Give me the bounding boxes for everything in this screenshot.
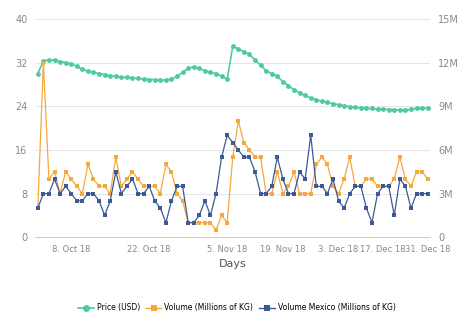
Legend: Price (USD), Volume (Millions of KG), Volume Mexico (Millions of KG): Price (USD), Volume (Millions of KG), Vo… (75, 300, 399, 315)
X-axis label: Days: Days (219, 259, 246, 270)
